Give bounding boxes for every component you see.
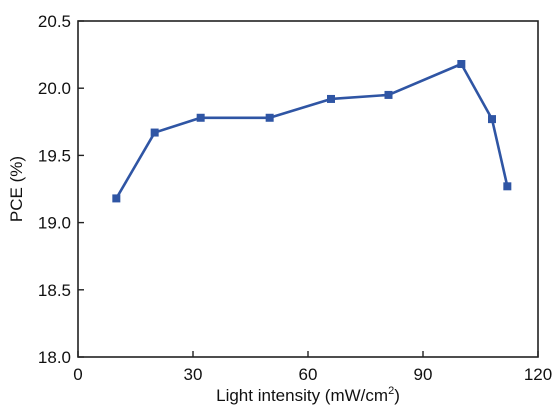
x-axis-label: Light intensity (mW/cm2) bbox=[216, 385, 400, 405]
x-tick-label: 30 bbox=[184, 365, 203, 384]
data-point-marker bbox=[265, 113, 274, 122]
y-axis-ticks: 18.0 18.5 19.0 19.5 20.0 20.5 bbox=[38, 12, 84, 367]
data-point-marker bbox=[503, 182, 512, 191]
data-point-marker bbox=[196, 113, 205, 122]
y-axis-label: PCE (%) bbox=[7, 156, 26, 222]
x-tick-label: 0 bbox=[73, 365, 82, 384]
data-point-marker bbox=[457, 60, 466, 69]
x-tick-label: 90 bbox=[414, 365, 433, 384]
x-axis-ticks: 0 30 60 90 120 bbox=[73, 351, 552, 384]
data-point-marker bbox=[327, 94, 335, 103]
x-tick-label: 60 bbox=[299, 365, 318, 384]
x-axis-label-superscript: 2 bbox=[388, 385, 394, 397]
series-line bbox=[115, 62, 509, 200]
y-tick-label: 20.5 bbox=[38, 12, 71, 31]
series-layer bbox=[112, 60, 512, 203]
y-tick-label: 18.0 bbox=[38, 348, 71, 367]
x-axis-label-end: ) bbox=[394, 386, 400, 405]
data-point-marker bbox=[384, 90, 393, 99]
data-point-marker bbox=[112, 194, 121, 203]
y-tick-label: 18.5 bbox=[38, 281, 71, 300]
plot-frame bbox=[77, 20, 539, 358]
data-point-marker bbox=[488, 115, 496, 124]
y-tick-label: 19.5 bbox=[38, 146, 71, 165]
x-axis-label-main: Light intensity (mW/cm bbox=[216, 386, 388, 405]
y-tick-label: 20.0 bbox=[38, 79, 71, 98]
data-point-marker bbox=[150, 128, 159, 137]
x-tick-label: 120 bbox=[524, 365, 552, 384]
y-tick-label: 19.0 bbox=[38, 214, 71, 233]
